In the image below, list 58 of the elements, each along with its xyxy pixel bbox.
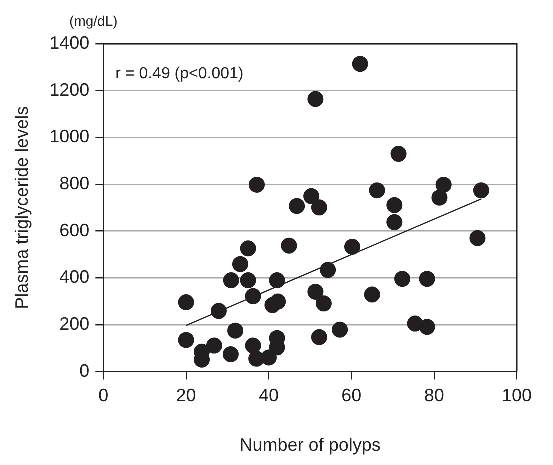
point <box>470 230 486 246</box>
point <box>304 188 320 204</box>
x-tick-label: 40 <box>258 386 279 406</box>
point <box>240 272 256 288</box>
point <box>240 240 256 257</box>
point <box>332 322 348 338</box>
x-tick-label: 80 <box>424 386 444 406</box>
point <box>320 262 336 278</box>
y-tick-label: 1400 <box>50 32 90 53</box>
point <box>308 284 324 300</box>
y-tick-label: 800 <box>60 173 90 194</box>
y-tick-label: 0 <box>80 360 90 381</box>
point <box>364 286 380 303</box>
point <box>352 56 368 72</box>
y-axis-title: Plasma triglyceride levels <box>12 106 32 310</box>
x-tick-label: 0 <box>98 386 109 406</box>
x-axis-title: Number of polyps <box>240 435 381 456</box>
point <box>178 332 194 348</box>
x-tick-label: 20 <box>176 386 196 406</box>
point <box>390 146 407 162</box>
point <box>260 350 277 366</box>
point <box>344 239 360 255</box>
point <box>206 338 222 354</box>
point <box>419 271 436 288</box>
point <box>386 214 403 230</box>
point <box>419 319 436 336</box>
x-tick-label: 60 <box>342 386 362 406</box>
point <box>228 322 244 339</box>
point <box>245 338 262 354</box>
point <box>473 182 490 199</box>
y-tick-label: 1200 <box>50 80 90 100</box>
point <box>436 176 452 193</box>
point <box>432 190 448 206</box>
point <box>270 294 286 310</box>
point <box>289 198 306 214</box>
y-tick-label: 400 <box>60 267 90 288</box>
point <box>178 294 194 310</box>
y-tick-label: 200 <box>60 314 90 334</box>
point <box>245 288 262 304</box>
point <box>281 238 298 254</box>
y-tick-label: 600 <box>60 220 90 240</box>
point <box>210 303 227 320</box>
point <box>249 176 265 193</box>
point <box>316 296 332 312</box>
point <box>232 256 248 272</box>
text: (mg/dL) <box>70 12 118 29</box>
point <box>386 197 403 214</box>
y-tick-label: 1000 <box>50 126 90 147</box>
annotation: r = 0.49 (p<0.001) <box>116 65 244 82</box>
point <box>308 91 324 108</box>
point <box>222 346 239 362</box>
point <box>269 272 286 288</box>
point <box>311 200 328 216</box>
point <box>311 329 328 346</box>
point <box>223 272 240 288</box>
point <box>394 271 410 288</box>
x-tick-label: 100 <box>502 386 532 406</box>
point <box>369 182 386 199</box>
